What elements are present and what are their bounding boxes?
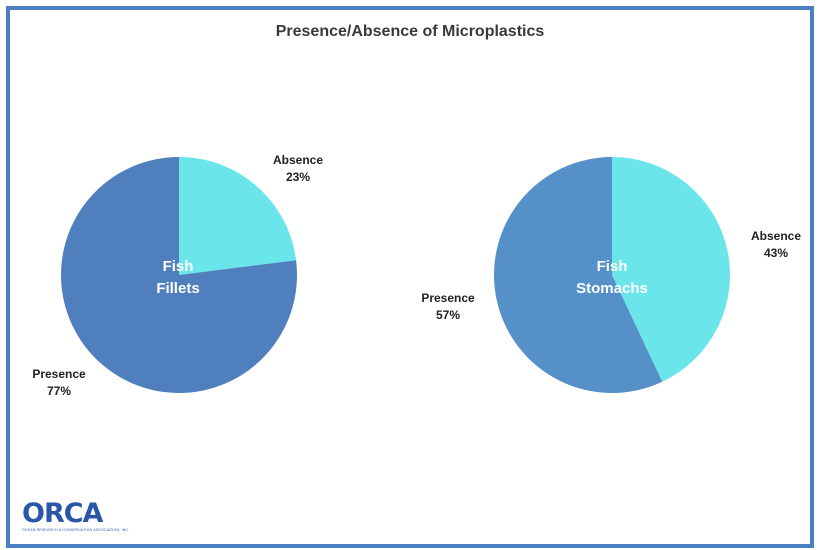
fillets-presence-slice	[61, 157, 297, 393]
stomachs-absence-label: Absence	[751, 229, 801, 243]
fillets-absence-slice	[179, 157, 297, 275]
fillets-absence-value: 23%	[286, 170, 310, 184]
stomachs-center-label-line2: Stomachs	[576, 280, 648, 297]
orca-logo: ORCA OCEAN RESEARCH & CONSERVATION ASSOC…	[22, 498, 130, 538]
chart-frame	[6, 6, 814, 548]
fillets-presence-label: Presence	[32, 367, 86, 381]
pie-fish-stomachs	[494, 157, 730, 394]
stomachs-presence-value: 57%	[436, 308, 460, 322]
fillets-center-label-line2: Fillets	[156, 280, 199, 297]
stomachs-presence-slice	[494, 157, 663, 394]
stomachs-presence-label: Presence	[421, 291, 475, 305]
stomachs-absence-value: 43%	[764, 246, 788, 260]
fillets-absence-label: Absence	[273, 153, 323, 167]
fillets-center-label-line1: Fish	[163, 258, 194, 275]
chart-title: Presence/Absence of Microplastics	[275, 23, 545, 40]
stomachs-center-label-line1: Fish	[597, 258, 628, 275]
pie-fish-fillets	[61, 157, 297, 393]
orca-logo-subtext: OCEAN RESEARCH & CONSERVATION ASSOCIATIO…	[22, 528, 130, 532]
orca-logo-text: ORCA	[22, 498, 103, 529]
fillets-presence-value: 77%	[47, 384, 71, 398]
stomachs-absence-slice	[612, 157, 730, 382]
